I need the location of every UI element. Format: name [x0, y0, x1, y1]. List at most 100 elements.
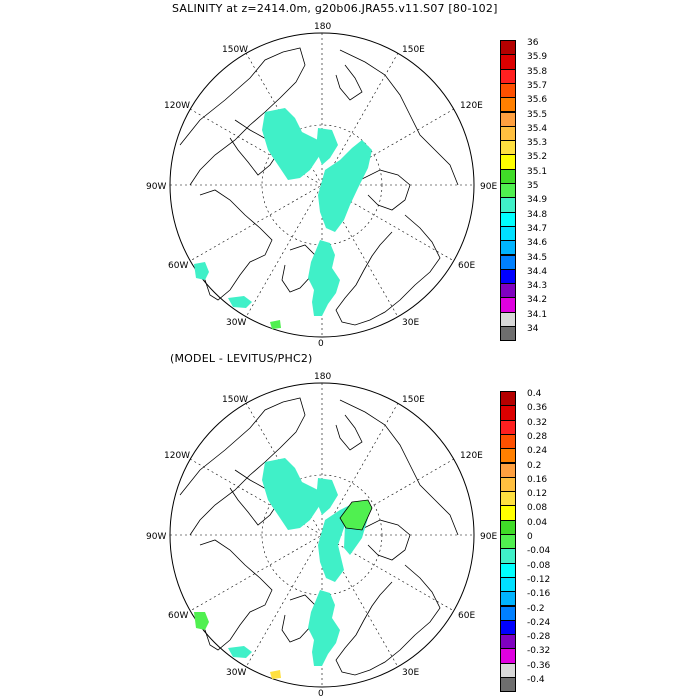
colorbar-swatch [500, 677, 516, 693]
colorbar-swatch [500, 491, 516, 507]
map-title-top: SALINITY at z=2414.0m, g20b06.JRA55.v11.… [172, 2, 498, 15]
coastline [179, 397, 459, 676]
colorbar-label: 34.2 [527, 295, 548, 306]
colorbar-swatch [500, 140, 516, 156]
label-30w: 30W [226, 668, 246, 678]
colorbar-swatch [500, 476, 516, 493]
colorbar-swatch [500, 519, 516, 535]
map-labels: 180 0 90W 90E 150W 120W 150E 120E 60W 30… [146, 22, 497, 349]
label-120e: 120E [460, 101, 483, 111]
salinity-field [194, 108, 372, 329]
colorbar-swatch [500, 82, 516, 99]
map-labels: 180 0 90W 90E 150W 120W 150E 120E 60W 30… [146, 372, 497, 699]
colorbar-swatch [500, 326, 516, 342]
colorbar-swatch [500, 211, 516, 227]
colorbar-swatch [500, 297, 516, 313]
colorbar-label: 0.28 [527, 431, 548, 442]
colorbar-label: -0.32 [527, 646, 551, 657]
colorbar-swatch [500, 125, 516, 142]
colorbar-label: -0.04 [527, 546, 551, 557]
colorbar-swatch [500, 605, 516, 621]
label-30e: 30E [402, 668, 419, 678]
colorbar-label: 34.9 [527, 195, 548, 206]
coastline [179, 47, 459, 326]
colorbar-swatch [500, 168, 516, 184]
difference-field [194, 458, 373, 679]
colorbar-swatch [500, 68, 516, 84]
label-60w: 60W [168, 261, 188, 271]
colorbar-swatch [500, 433, 516, 450]
label-60w: 60W [168, 611, 188, 621]
map-title-bottom: (MODEL - LEVITUS/PHC2) [170, 352, 313, 365]
label-180: 180 [314, 372, 331, 382]
colorbar-label: 0.08 [527, 503, 548, 514]
colorbar-label: 0.04 [527, 517, 548, 528]
colorbar-swatch [500, 419, 516, 435]
colorbar-label: -0.4 [527, 675, 545, 685]
label-150w: 150W [222, 45, 248, 55]
label-90e: 90E [480, 532, 497, 542]
colorbar-label: 0.16 [527, 474, 548, 485]
colorbar-swatch [500, 391, 516, 407]
colorbar-label: 0 [527, 532, 533, 542]
colorbar-swatch [500, 197, 516, 213]
colorbar-label: -0.2 [527, 603, 545, 614]
colorbar-label: 35 [527, 181, 539, 191]
label-0: 0 [318, 689, 324, 699]
colorbar-label: 34.3 [527, 281, 548, 292]
colorbar-label: 35.3 [527, 138, 548, 149]
colorbar-label: 35.8 [527, 66, 548, 77]
colorbar-label: 0.12 [527, 489, 548, 500]
colorbar-swatch [500, 254, 516, 270]
label-150w: 150W [222, 395, 248, 405]
colorbar-swatch [500, 448, 516, 464]
colorbar-label: -0.24 [527, 617, 551, 628]
colorbar-label: 34.4 [527, 266, 548, 277]
label-90e: 90E [480, 182, 497, 192]
colorbar-label: 0.2 [527, 460, 542, 471]
colorbar-label: -0.16 [527, 589, 551, 600]
colorbar-label: 35.4 [527, 123, 548, 134]
colorbar-label: -0.28 [527, 632, 551, 643]
label-30w: 30W [226, 318, 246, 328]
colorbar-label: 0.4 [527, 389, 542, 399]
colorbar-swatch [500, 240, 516, 256]
colorbar-swatch [500, 648, 516, 664]
colorbar-label: 34.7 [527, 223, 548, 234]
colorbar-label: 34.1 [527, 309, 548, 320]
colorbar-swatch [500, 283, 516, 299]
label-180: 180 [314, 22, 331, 32]
label-60e: 60E [458, 611, 475, 621]
colorbar-label: 34.8 [527, 209, 548, 220]
colorbar-swatch [500, 405, 516, 421]
colorbar-swatch [500, 562, 516, 578]
colorbar-label: -0.12 [527, 574, 551, 585]
label-150e: 150E [402, 395, 425, 405]
colorbar-swatch [500, 462, 516, 478]
colorbar-label: 36 [527, 38, 539, 48]
colorbar-swatch [500, 591, 516, 607]
colorbar-swatch [500, 154, 516, 170]
colorbar-swatch [500, 40, 516, 56]
colorbar-label: 34 [527, 324, 539, 334]
label-120w: 120W [164, 101, 190, 111]
colorbar-label: 35.7 [527, 80, 548, 91]
colorbar-label: 0.32 [527, 417, 548, 428]
label-60e: 60E [458, 261, 475, 271]
colorbar-label: 0.24 [527, 446, 548, 457]
colorbar-swatch [500, 548, 516, 564]
colorbar-swatch [500, 662, 516, 678]
colorbar-swatch [500, 111, 516, 127]
colorbar-swatch [500, 534, 516, 550]
colorbar-swatch [500, 225, 516, 242]
colorbar-swatch [500, 268, 516, 285]
colorbar-label: 35.1 [527, 166, 548, 177]
colorbar-label: 35.2 [527, 152, 548, 163]
colorbar-label: -0.36 [527, 660, 551, 671]
colorbar-label: 35.6 [527, 95, 548, 106]
colorbar-label: 34.5 [527, 252, 548, 263]
colorbar-swatch [500, 576, 516, 593]
colorbar-swatch [500, 619, 516, 636]
label-0: 0 [318, 339, 324, 349]
label-90w: 90W [146, 182, 166, 192]
